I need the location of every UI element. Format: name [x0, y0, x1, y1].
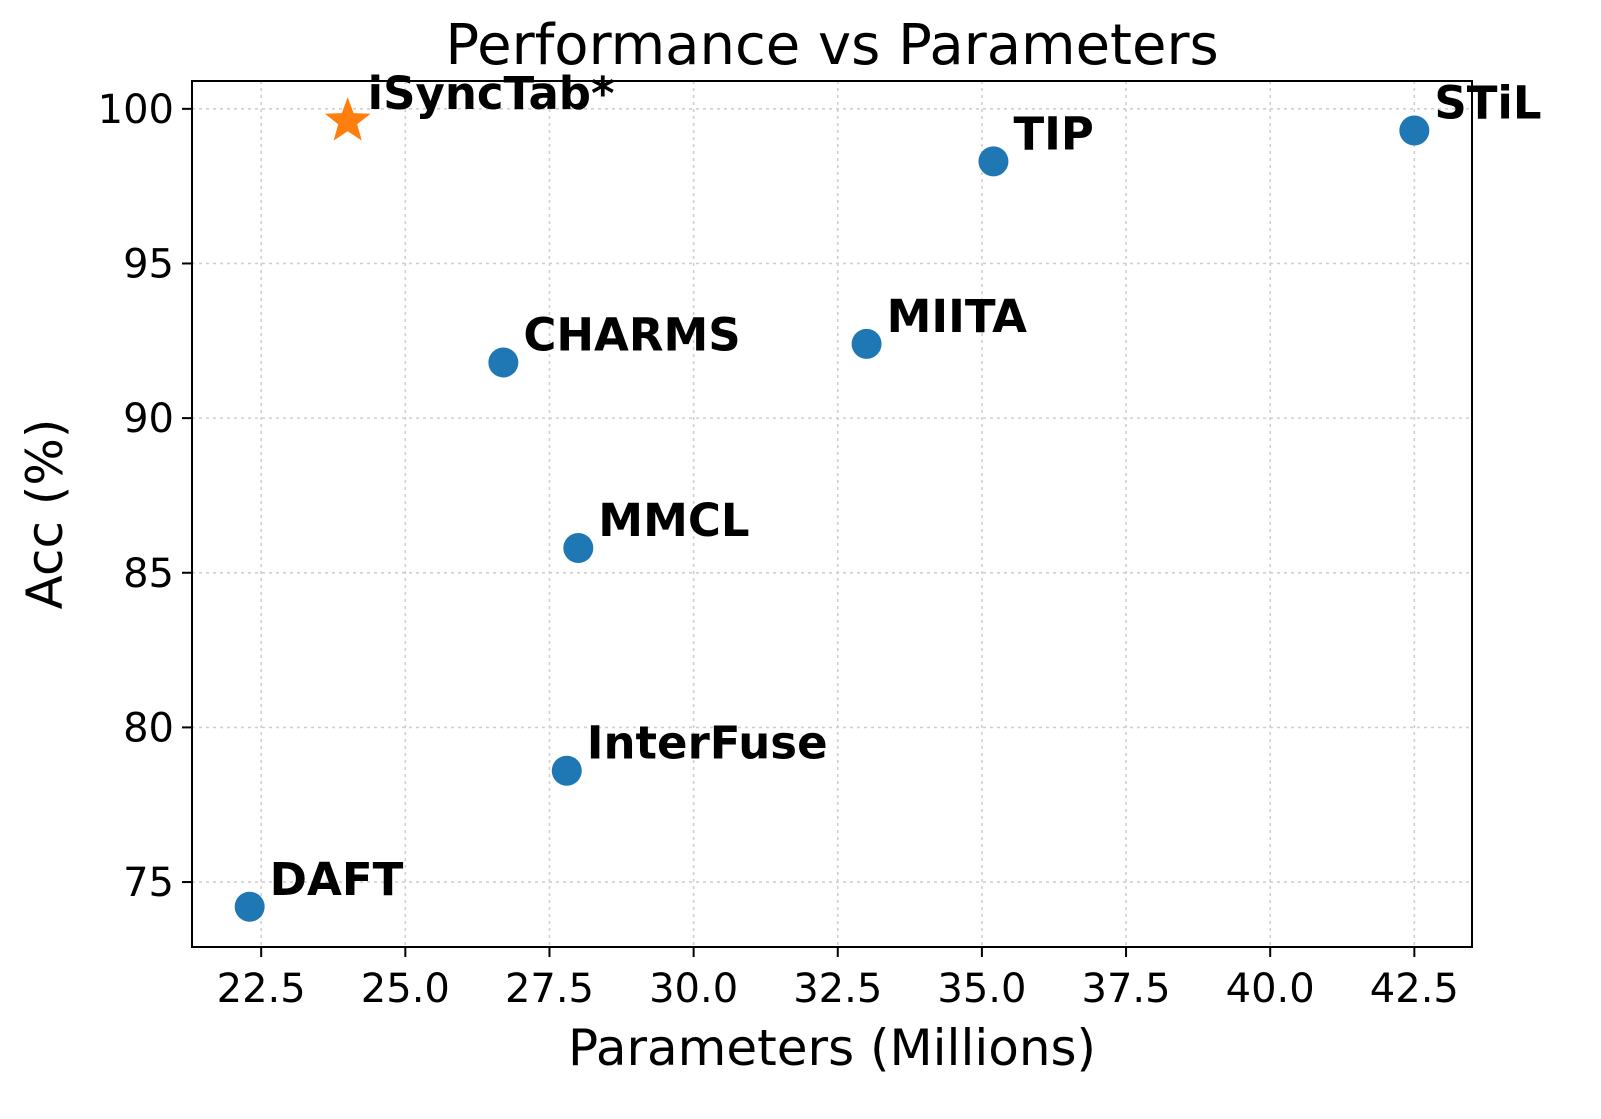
point-label-daft: DAFT [270, 853, 404, 906]
x-tick-label: 37.5 [1082, 966, 1171, 1012]
y-tick-label: 80 [123, 705, 174, 751]
chart-title: Performance vs Parameters [445, 13, 1218, 78]
point-marker-tip [978, 146, 1009, 177]
point-marker-miita [851, 328, 882, 359]
point-marker-charms [488, 347, 519, 378]
grid-lines [192, 81, 1472, 947]
point-label-tip: TIP [1013, 107, 1093, 160]
point-label-miita: MIITA [887, 290, 1027, 343]
x-tick-label: 35.0 [937, 966, 1026, 1012]
x-tick-label: 40.0 [1226, 966, 1315, 1012]
point-label-stil: STiL [1434, 76, 1541, 129]
y-tick-label: 95 [123, 241, 174, 287]
point-marker-mmcl [563, 533, 594, 564]
x-tick-label: 25.0 [361, 966, 450, 1012]
x-axis-label: Parameters (Millions) [568, 1019, 1096, 1077]
y-tick-label: 85 [123, 551, 174, 597]
y-tick-label: 100 [98, 87, 174, 133]
point-label-mmcl: MMCL [598, 494, 749, 547]
x-tick-label: 30.0 [649, 966, 738, 1012]
x-tick-label: 32.5 [793, 966, 882, 1012]
point-marker-stil [1399, 115, 1430, 146]
data-points: iSyncTab* STiL TIP MIITA CHARMS MMCL InterFuse… [234, 67, 1542, 922]
point-label-interfuse: InterFuse [587, 717, 828, 770]
x-tick-label: 22.5 [217, 966, 306, 1012]
x-tick-label: 42.5 [1370, 966, 1459, 1012]
point-marker-isynctab [324, 97, 371, 141]
y-tick-label: 75 [123, 860, 174, 906]
point-marker-daft [234, 891, 265, 922]
y-axis-label: Acc (%) [16, 419, 74, 610]
y-tick-label: 90 [123, 396, 174, 442]
point-marker-interfuse [551, 755, 582, 786]
point-label-isynctab: iSyncTab* [368, 67, 615, 120]
point-label-charms: CHARMS [523, 308, 740, 361]
x-tick-label: 27.5 [505, 966, 594, 1012]
axis-ticks: 22.5 25.0 27.5 30.0 32.5 35.0 37.5 40.0 42.5 75 80… [98, 87, 1459, 1012]
plot-frame [191, 80, 1473, 948]
